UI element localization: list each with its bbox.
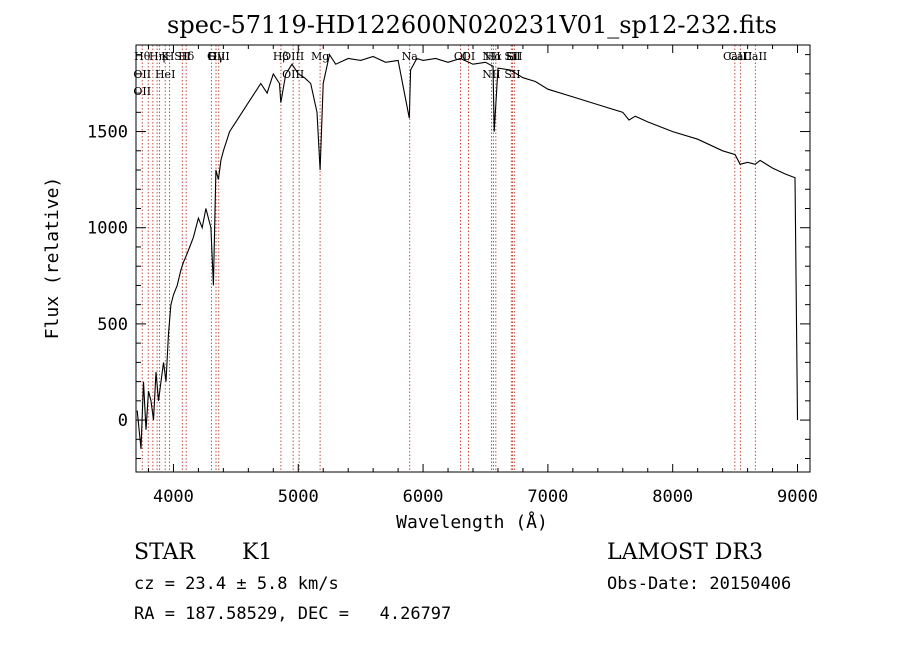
spectral-line-markers (141, 45, 756, 472)
spectral-line-label: Na (402, 50, 419, 63)
spectral-line-label: NII (482, 68, 500, 81)
spectral-line-label: Hβ (273, 50, 289, 63)
y-axis-ticks: 0 500 1000 1500 (87, 54, 810, 460)
spectral-line-label: K (161, 50, 170, 63)
subclass: K1 (242, 540, 272, 565)
spectral-line-label: Hγ (208, 50, 225, 63)
spectral-line-label: H (165, 50, 175, 63)
spectral-line-label: CaII (743, 50, 767, 63)
spectral-line-label: SII (504, 50, 520, 63)
observation-date: Obs-Date: 20150406 (607, 574, 791, 594)
spectral-line-label: G (207, 50, 216, 63)
spectral-line-label: SII (504, 68, 520, 81)
x-tick-label: 8000 (652, 487, 693, 507)
spectral-line-label: OII (133, 85, 151, 98)
spectral-line-label: OIII (208, 50, 230, 63)
y-tick-label: 0 (118, 411, 128, 431)
redshift-value: cz = 23.4 ± 5.8 km/s (134, 574, 339, 594)
survey-name: LAMOST DR3 (607, 540, 763, 565)
spectral-line-label: Li (506, 50, 517, 63)
y-tick-label: 1500 (87, 123, 128, 143)
x-tick-label: 9000 (777, 487, 818, 507)
spectral-line-label: Hη (149, 50, 165, 63)
x-tick-label: 4000 (153, 487, 194, 507)
plot-frame (135, 44, 811, 473)
y-axis-label: Flux (relative) (42, 177, 63, 340)
spectral-line-label: SII (174, 50, 190, 63)
spectral-line-label: Hθ (134, 50, 151, 63)
y-tick-label: 1000 (87, 219, 128, 239)
spectral-line-label: SII (506, 50, 522, 63)
spectral-line-label: OIII (282, 50, 304, 63)
spectral-line-label: OI (462, 50, 475, 63)
spectral-line-label: Hα (485, 50, 503, 63)
chart-title: spec-57119-HD122600N020231V01_sp12-232.f… (167, 11, 777, 39)
spectral-line-label: CaII (723, 50, 747, 63)
x-tick-label: 5000 (278, 487, 319, 507)
spectral-line-label: Hδ (178, 50, 195, 63)
spectrum-series-line (136, 53, 799, 449)
spectral-line-label: OII (133, 68, 151, 81)
x-axis-ticks: 4000 5000 6000 7000 8000 9000 (147, 45, 818, 507)
x-tick-label: 6000 (403, 487, 444, 507)
spectral-line-label: HeI (155, 68, 175, 81)
spectral-line-label: Mg (311, 50, 329, 63)
coordinates: RA = 187.58529, DEC = 4.26797 (134, 604, 451, 624)
spectral-line-label: NII (482, 50, 500, 63)
y-tick-label: 500 (97, 315, 128, 335)
spectral-line-label: CaII (729, 50, 753, 63)
object-class: STAR (134, 540, 196, 565)
x-axis-label: Wavelength (Å) (396, 511, 548, 533)
x-tick-label: 7000 (527, 487, 568, 507)
